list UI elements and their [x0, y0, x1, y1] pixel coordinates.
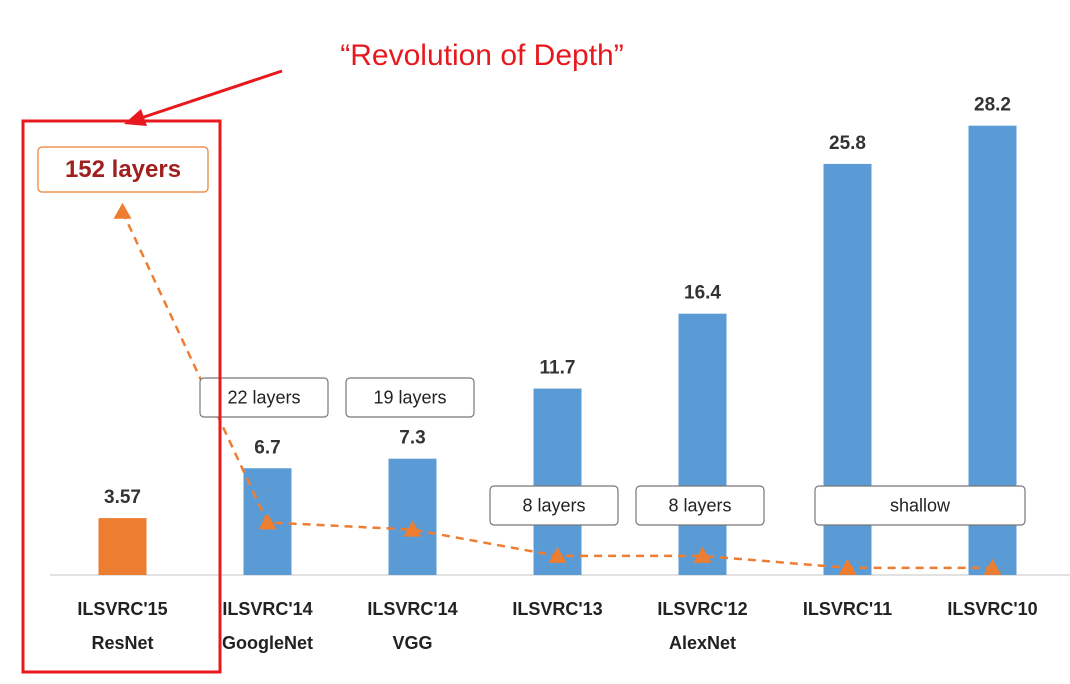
bar: [388, 458, 437, 575]
depth-label: 22 layers: [227, 387, 300, 407]
value-label: 16.4: [684, 283, 721, 304]
x-tick-label: ILSVRC'14: [222, 599, 312, 619]
depth-marker: [838, 558, 857, 575]
x-tick-label: ILSVRC'15: [77, 599, 167, 619]
depth-label-box: [37, 146, 209, 193]
value-label: 25.8: [829, 133, 866, 154]
depth-label-box: [489, 485, 619, 526]
x-tick-label: ResNet: [91, 633, 153, 653]
depth-marker: [548, 546, 567, 563]
annotation-arrow: [137, 69, 283, 121]
bar: [533, 388, 582, 575]
value-label: 11.7: [540, 358, 576, 379]
depth-marker: [258, 513, 277, 530]
depth-marker: [403, 520, 422, 537]
depth-marker: [983, 558, 1002, 575]
depth-marker: [693, 546, 712, 563]
annotation: “Revolution of Depth”: [340, 39, 623, 72]
value-label: 7.3: [399, 428, 425, 449]
depth-label-box: [345, 377, 475, 418]
x-tick-label: GoogleNet: [222, 633, 313, 653]
depth-label: shallow: [890, 495, 951, 515]
depth-label-box: [635, 485, 765, 526]
depth-label: 8 layers: [522, 495, 585, 515]
annotation-arrowhead: [124, 109, 147, 126]
bar: [678, 313, 727, 575]
value-label: 3.57: [104, 487, 141, 508]
depth-label-box: [814, 485, 1026, 526]
x-tick-label: VGG: [392, 633, 432, 653]
x-tick-label: ILSVRC'10: [947, 599, 1037, 619]
x-tick-label: AlexNet: [669, 633, 736, 653]
bar: [98, 518, 147, 575]
depth-label: 8 layers: [668, 495, 731, 515]
x-tick-label: ILSVRC'11: [803, 599, 892, 619]
depth-marker: [113, 202, 132, 219]
value-label: 6.7: [254, 437, 280, 458]
x-tick-label: ILSVRC'13: [512, 599, 602, 619]
value-label: 28.2: [974, 95, 1011, 116]
depth-label: 152 layers: [65, 156, 181, 183]
depth-label: 19 layers: [373, 387, 446, 407]
depth-label-box: [199, 377, 329, 418]
highlight-box: [21, 119, 222, 674]
x-tick-label: ILSVRC'14: [367, 599, 457, 619]
x-tick-label: ILSVRC'12: [657, 599, 747, 619]
